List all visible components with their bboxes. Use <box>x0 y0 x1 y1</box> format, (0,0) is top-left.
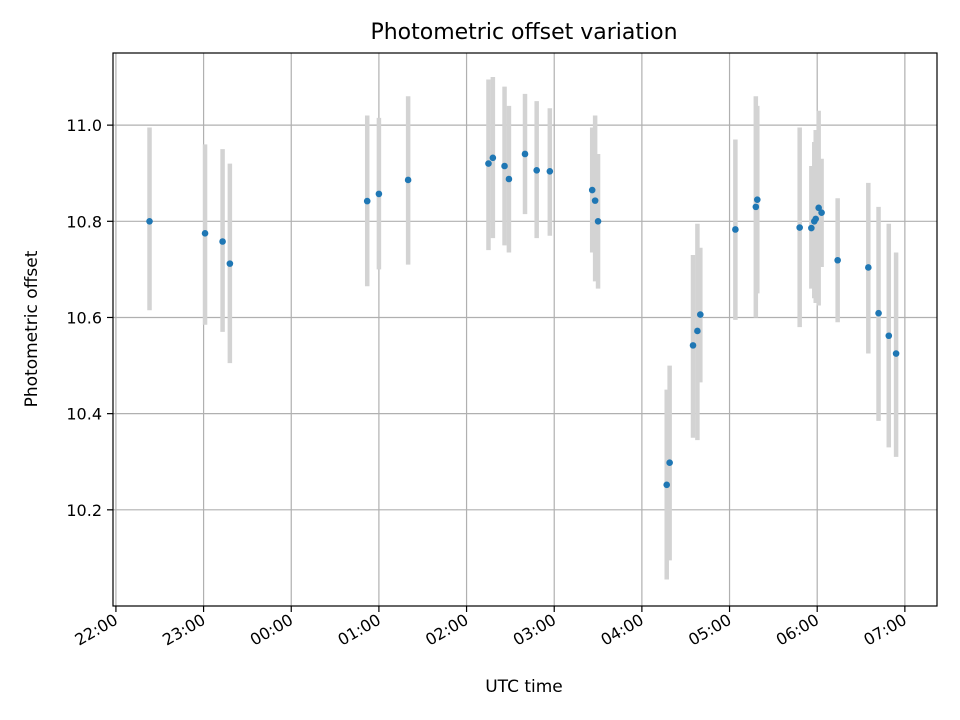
data-point <box>892 350 900 357</box>
y-tick-label: 10.8 <box>66 212 102 231</box>
data-point <box>689 342 697 349</box>
data-point <box>796 224 803 231</box>
y-tick-label: 11.0 <box>66 116 102 135</box>
data-point <box>666 459 673 467</box>
data-point <box>591 197 599 204</box>
data-points <box>146 150 900 489</box>
data-point <box>694 327 701 335</box>
x-axis-label: UTC time <box>485 677 563 697</box>
data-point <box>404 176 412 184</box>
data-point <box>226 260 234 267</box>
data-point <box>812 215 820 223</box>
data-point <box>818 209 825 216</box>
data-point <box>752 203 760 211</box>
data-point <box>521 150 529 158</box>
data-point <box>219 238 226 245</box>
data-point <box>363 197 371 205</box>
data-point <box>815 204 822 212</box>
data-point <box>501 162 508 170</box>
data-point <box>546 167 554 175</box>
data-point <box>533 167 540 174</box>
data-point <box>201 230 209 237</box>
y-tick-label: 10.4 <box>66 405 102 424</box>
data-point <box>505 175 513 183</box>
data-point <box>808 224 815 232</box>
data-point <box>753 196 761 203</box>
data-point <box>588 186 596 194</box>
chart-title: Photometric offset variation <box>370 20 677 45</box>
y-tick-label: 10.2 <box>66 501 102 520</box>
y-tick-label: 10.6 <box>66 308 102 327</box>
data-point <box>146 218 153 225</box>
data-point <box>885 332 893 340</box>
data-point <box>834 256 841 264</box>
data-point <box>594 218 602 225</box>
plot-frame <box>112 52 938 607</box>
data-point <box>663 481 671 489</box>
data-point <box>485 160 492 167</box>
data-point <box>732 226 739 233</box>
data-point <box>375 190 383 198</box>
data-point <box>489 154 497 162</box>
data-point <box>697 311 704 318</box>
data-point <box>875 309 882 317</box>
y-axis-ticks: 10.2 10.4 10.6 10.8 11.0 <box>66 116 113 520</box>
data-point <box>865 264 872 271</box>
y-axis-label: Photometric offset <box>22 250 42 407</box>
